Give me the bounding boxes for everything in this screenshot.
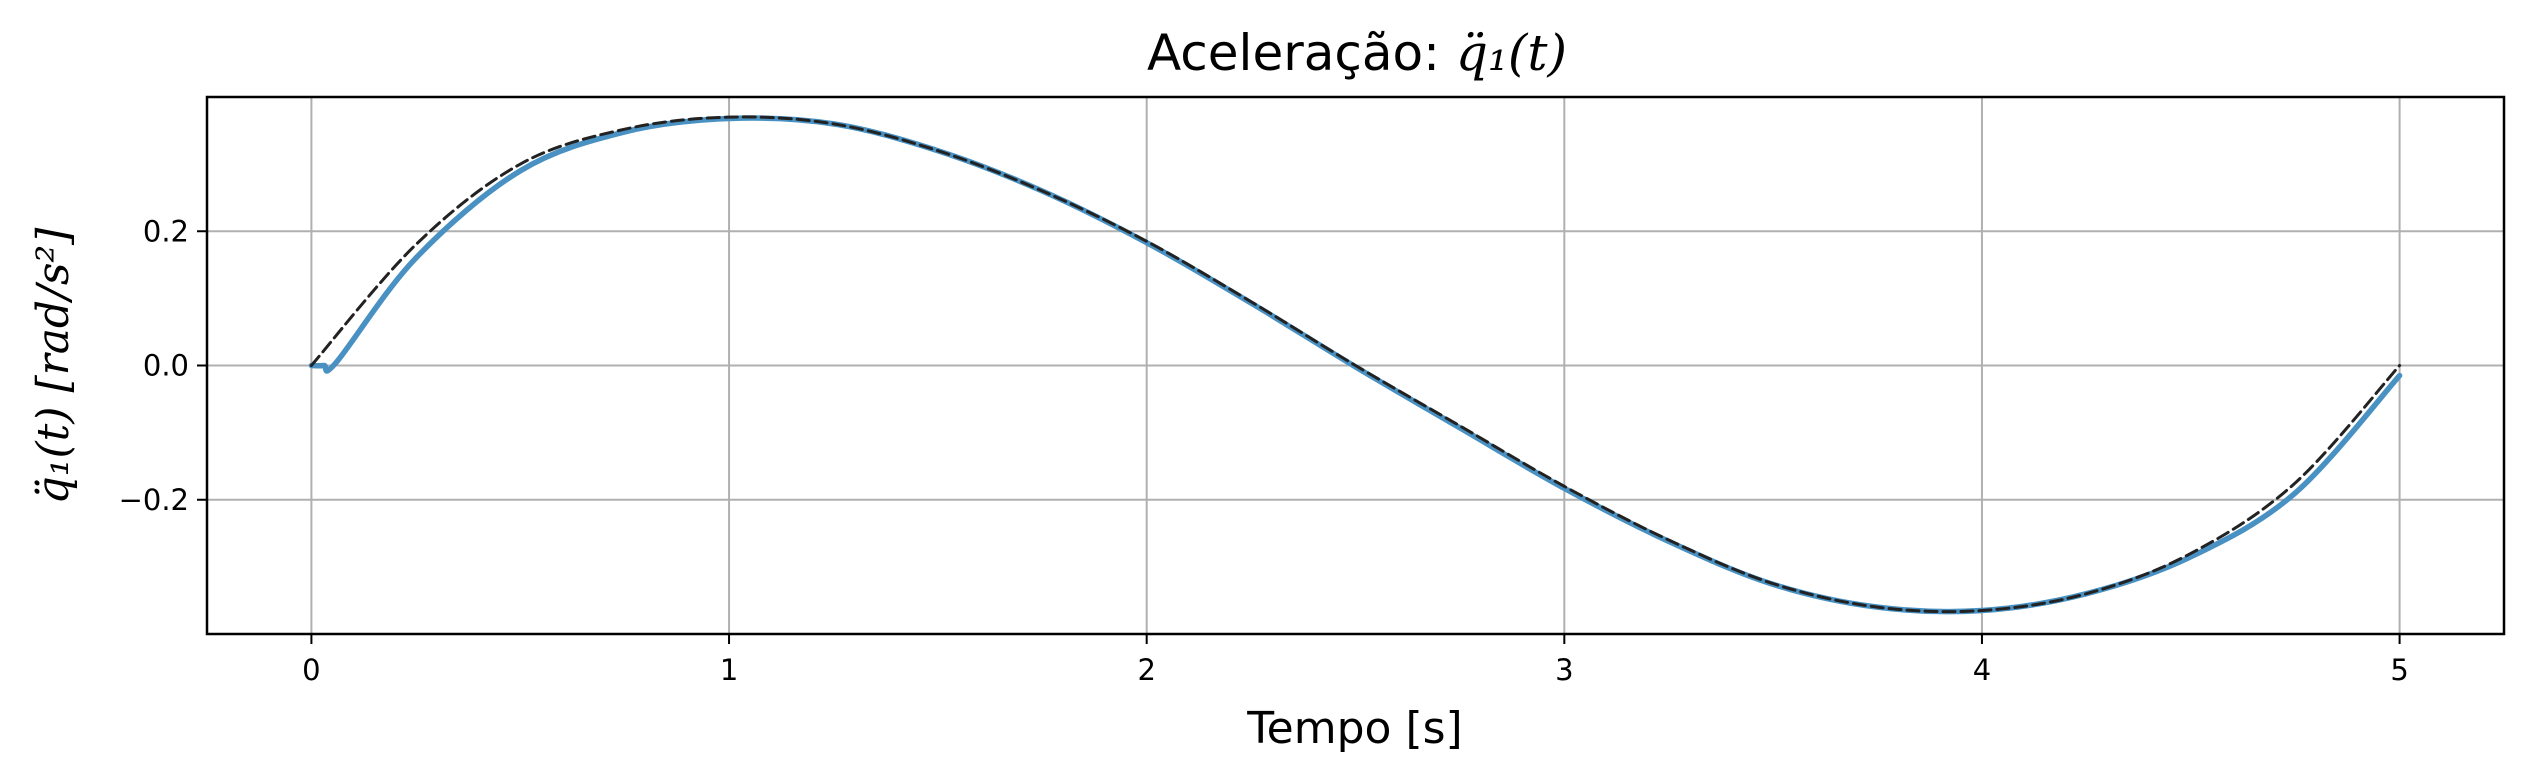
x-axis-label: Tempo [s] bbox=[1246, 703, 1462, 754]
chart-title: Aceleração: q̈₁(t) bbox=[1147, 24, 1567, 82]
y-tick-label: 0.2 bbox=[143, 214, 189, 248]
x-tick-label: 2 bbox=[1137, 653, 1155, 687]
plot-area-frame bbox=[205, 95, 2506, 636]
dashed-series-line bbox=[309, 115, 2402, 614]
x-tick-label: 5 bbox=[2390, 653, 2408, 687]
x-tick-label: 1 bbox=[720, 653, 738, 687]
y-tick-label: 0.0 bbox=[143, 349, 189, 383]
series-layer bbox=[308, 115, 2403, 615]
y-tick-label: −0.2 bbox=[119, 483, 189, 517]
x-tick-label: 4 bbox=[1973, 653, 1991, 687]
y-axis-label: q̈₁(t) [rad/s²] bbox=[28, 227, 79, 504]
x-tick-label: 3 bbox=[1555, 653, 1573, 687]
x-tick-label: 0 bbox=[302, 653, 320, 687]
ticks: 0 1 2 3 4 5 −0.2 0.0 0.2 bbox=[119, 214, 2409, 687]
